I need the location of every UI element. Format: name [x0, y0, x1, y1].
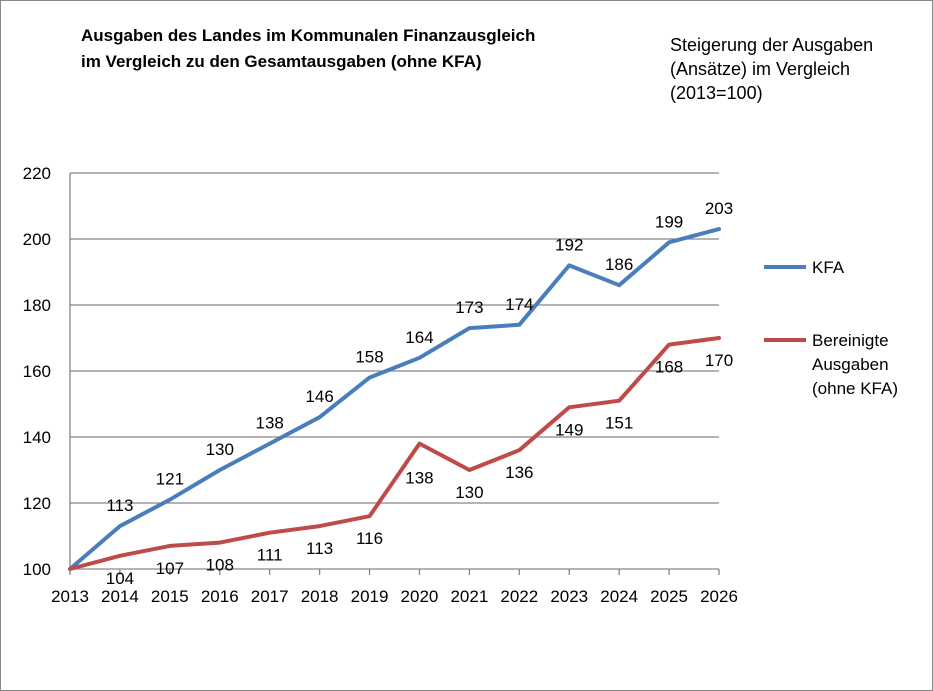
chart-subtitle-line-3: (2013=100) [670, 83, 763, 103]
data-label-bereinigte-2015: 107 [156, 559, 184, 578]
y-tick-label: 140 [23, 428, 51, 447]
data-label-bereinigte-2016: 108 [206, 556, 234, 575]
data-label-kfa-2026: 203 [705, 199, 733, 218]
data-label-kfa-2020: 164 [405, 328, 433, 347]
data-label-bereinigte-2025: 168 [655, 358, 683, 377]
y-tick-label: 120 [23, 494, 51, 513]
series-line-kfa [68, 227, 721, 571]
x-tick-label: 2026 [700, 587, 738, 606]
data-label-bereinigte-2019: 116 [356, 529, 383, 548]
data-label-kfa-2016: 130 [206, 440, 234, 459]
data-label-bereinigte-2017: 111 [257, 546, 283, 565]
x-tick-label: 2013 [51, 587, 89, 606]
data-label-bereinigte-2018: 113 [306, 539, 333, 558]
data-label-bereinigte-2014: 104 [106, 569, 134, 588]
data-label-kfa-2017: 138 [256, 414, 284, 433]
x-tick-label: 2018 [301, 587, 339, 606]
data-label-kfa-2019: 158 [355, 348, 383, 367]
x-tick-label: 2015 [151, 587, 189, 606]
y-tick-label: 100 [23, 560, 51, 579]
x-tick-label: 2014 [101, 587, 139, 606]
legend-label-bereinigte: Bereinigte [812, 331, 889, 350]
x-tick-label: 2017 [251, 587, 289, 606]
legend-label-bereinigte: (ohne KFA) [812, 379, 898, 398]
data-label-kfa-2015: 121 [156, 470, 184, 489]
data-label-kfa-2021: 173 [455, 298, 483, 317]
data-label-kfa-2023: 192 [555, 235, 583, 254]
x-tick-label: 2023 [550, 587, 588, 606]
chart-title-line-2: im Vergleich zu den Gesamtausgaben (ohne… [81, 52, 482, 71]
data-label-kfa-2022: 174 [505, 295, 533, 314]
x-tick-label: 2022 [500, 587, 538, 606]
data-label-bereinigte-2024: 151 [605, 414, 633, 433]
chart-subtitle-line-1: Steigerung der Ausgaben [670, 35, 874, 55]
data-label-bereinigte-2022: 136 [505, 463, 533, 482]
series-line-bereinigte-ausgaben [68, 336, 721, 571]
data-label-kfa-2014: 113 [106, 496, 133, 515]
chart-subtitle-line-2: (Ansätze) im Vergleich [670, 59, 851, 79]
y-tick-label: 160 [23, 362, 51, 381]
x-tick-label: 2019 [351, 587, 389, 606]
x-tick-label: 2025 [650, 587, 688, 606]
chart-subtitle: Steigerung der Ausgaben (Ansätze) im Ver… [670, 33, 873, 105]
y-tick-label: 200 [23, 230, 51, 249]
y-tick-label: 220 [23, 164, 51, 183]
x-tick-label: 2021 [450, 587, 488, 606]
data-label-bereinigte-2026: 170 [705, 351, 733, 370]
x-tick-label: 2024 [600, 587, 638, 606]
x-tick-label: 2020 [401, 587, 439, 606]
legend-label-kfa: KFA [812, 258, 845, 277]
chart-title: Ausgaben des Landes im Kommunalen Finanz… [81, 23, 535, 75]
data-label-bereinigte-2020: 138 [405, 469, 433, 488]
legend-label-bereinigte: Ausgaben [812, 355, 889, 374]
data-label-kfa-2024: 186 [605, 255, 633, 274]
chart-title-line-1: Ausgaben des Landes im Kommunalen Finanz… [81, 26, 536, 45]
data-label-kfa-2025: 199 [655, 212, 683, 231]
y-tick-label: 180 [23, 296, 51, 315]
x-tick-label: 2016 [201, 587, 239, 606]
data-label-kfa-2018: 146 [305, 387, 333, 406]
data-label-bereinigte-2021: 130 [455, 483, 483, 502]
data-label-bereinigte-2023: 149 [555, 420, 583, 439]
